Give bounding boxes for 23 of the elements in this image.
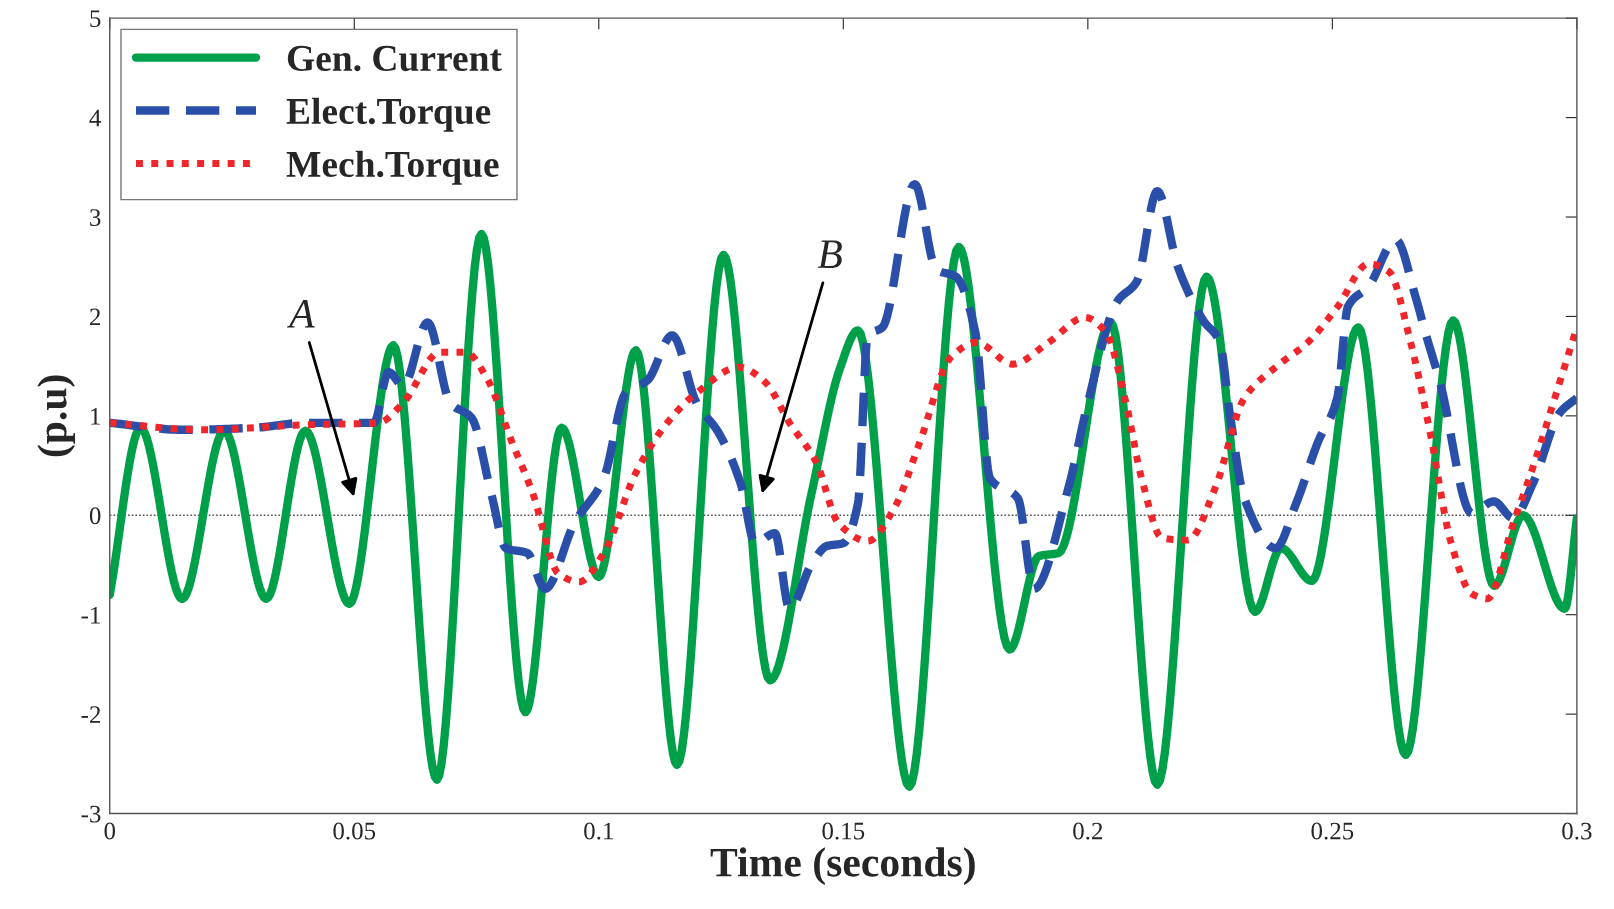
legend-label: Mech.Torque — [286, 150, 499, 185]
x-tick-label: 0.2 — [1073, 822, 1103, 840]
y-tick-label: 1 — [91, 408, 100, 425]
y-tick-label: 3 — [90, 209, 101, 226]
y-tick-label: 2 — [90, 308, 101, 326]
annotation: B — [817, 240, 842, 268]
x-tick-label: 0 — [104, 822, 116, 840]
legend-label: Gen. Current — [287, 45, 502, 72]
y-axis-title: (p.u) — [37, 375, 76, 457]
annotation: A — [286, 299, 315, 328]
y-tick-label: -1 — [81, 606, 100, 624]
x-axis-title: Time (seconds) — [710, 847, 975, 886]
x-tick-label: 0.15 — [822, 822, 865, 840]
y-tick-label: 4 — [89, 109, 102, 127]
x-tick-label: 0.25 — [1311, 822, 1354, 840]
y-tick-label: -2 — [81, 706, 101, 723]
legend-label: Elect.Torque — [286, 97, 491, 132]
y-tick-label: 5 — [90, 10, 101, 28]
y-tick-label: 0 — [89, 507, 101, 525]
x-tick-label: 0.1 — [584, 822, 613, 840]
y-tick-label: -3 — [81, 805, 101, 823]
x-tick-label: 0.3 — [1562, 822, 1592, 840]
x-tick-label: 0.05 — [333, 822, 376, 840]
